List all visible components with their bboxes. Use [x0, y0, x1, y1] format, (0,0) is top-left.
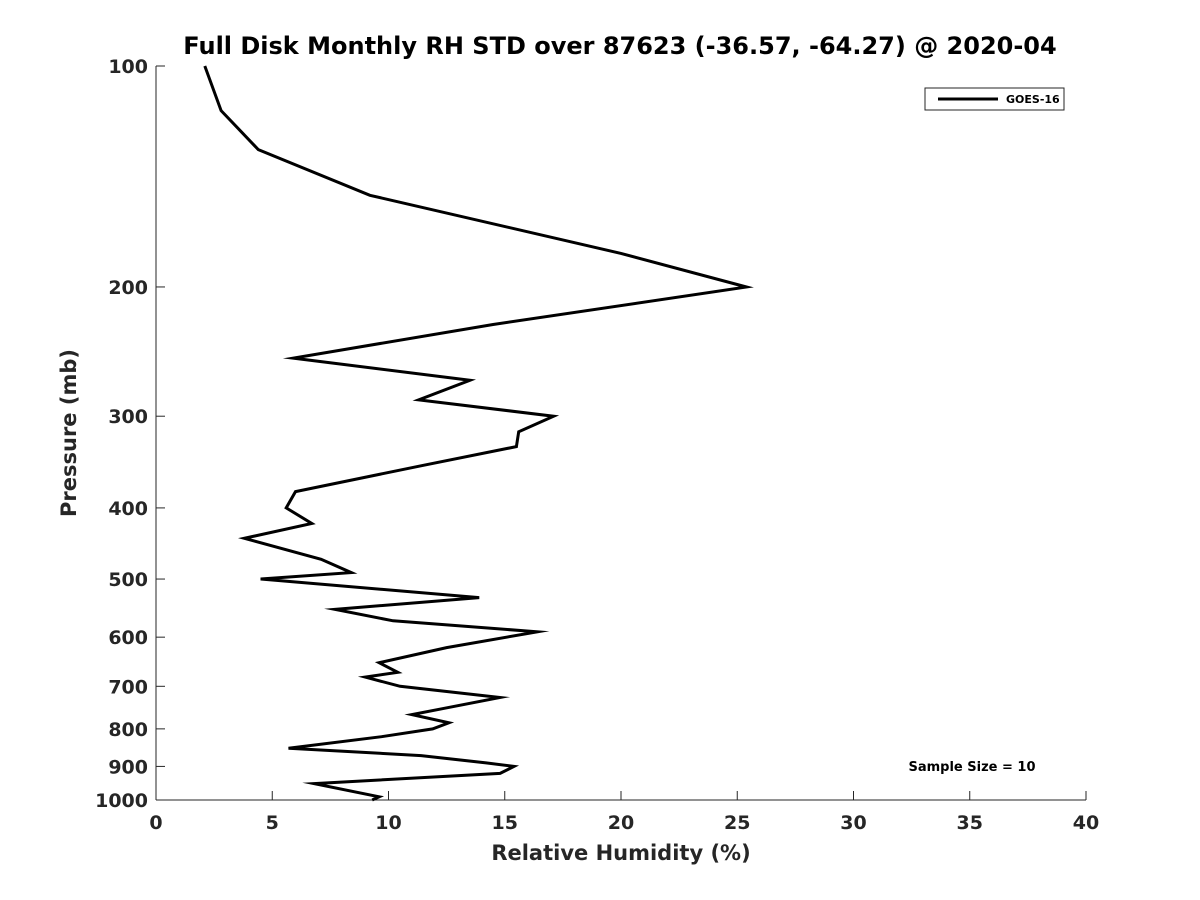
x-axis-ticks: 0 5 10 15 20 25 30 35 40: [149, 791, 1099, 834]
y-tick-label-5: 600: [108, 627, 148, 649]
y-tick-label-0: 100: [108, 56, 148, 78]
x-tick-label-1: 5: [266, 812, 279, 834]
y-tick-label-9: 1000: [95, 790, 148, 812]
y-tick-label-1: 200: [108, 277, 148, 299]
chart-title: Full Disk Monthly RH STD over 87623 (-36…: [183, 32, 1056, 60]
y-tick-label-2: 300: [108, 406, 148, 428]
y-tick-label-4: 500: [108, 569, 148, 591]
x-tick-label-6: 30: [840, 812, 866, 834]
x-tick-label-8: 40: [1073, 812, 1099, 834]
series-line-goes-16: [203, 65, 754, 802]
y-axis-label: Pressure (mb): [57, 349, 81, 517]
y-tick-label-3: 400: [108, 498, 148, 520]
x-axis-label: Relative Humidity (%): [491, 841, 750, 865]
x-tick-label-2: 10: [375, 812, 401, 834]
sample-size-annotation: Sample Size = 10: [908, 760, 1035, 775]
legend: GOES-16: [924, 87, 1065, 111]
x-tick-label-3: 15: [492, 812, 518, 834]
x-tick-label-5: 25: [724, 812, 750, 834]
y-axis-ticks: 100 200 300 400 500 600 700 800 900 1000: [95, 56, 165, 812]
x-tick-label-4: 20: [608, 812, 634, 834]
y-tick-label-7: 800: [108, 719, 148, 741]
x-tick-label-0: 0: [149, 812, 162, 834]
legend-entry-goes-16: GOES-16: [1006, 93, 1060, 106]
y-tick-label-6: 700: [108, 676, 148, 698]
y-tick-label-8: 900: [108, 756, 148, 778]
series-layer: [203, 65, 754, 802]
x-tick-label-7: 35: [957, 812, 983, 834]
